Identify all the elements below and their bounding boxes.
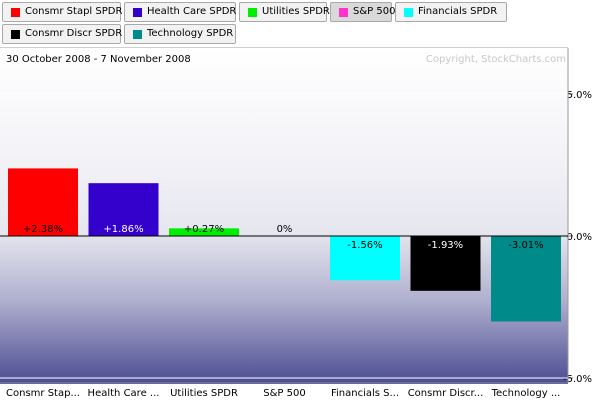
- legend-swatch: [11, 8, 20, 17]
- legend-tab[interactable]: S&P 500: [330, 2, 396, 22]
- legend-label: S&P 500: [353, 6, 396, 17]
- x-tick-label: Utilities SPDR: [170, 388, 238, 399]
- y-tick-label: 5.0%: [567, 90, 592, 101]
- x-tick-label: Health Care ...: [88, 388, 160, 399]
- x-tick-label: Consmr Discr...: [408, 388, 484, 399]
- data-label: +2.38%: [23, 224, 63, 235]
- data-label: 0%: [277, 224, 293, 235]
- date-range-title: 30 October 2008 - 7 November 2008: [6, 54, 191, 65]
- legend-swatch: [339, 8, 348, 17]
- legend-swatch: [248, 8, 257, 17]
- legend-swatch: [11, 30, 20, 39]
- legend-label: Technology SPDR: [147, 28, 234, 39]
- data-label: -3.01%: [508, 240, 543, 251]
- x-tick-label: S&P 500: [263, 388, 305, 399]
- legend-swatch: [404, 8, 413, 17]
- legend-label: Utilities SPDR: [262, 6, 330, 17]
- data-label: +1.86%: [103, 224, 143, 235]
- y-tick-label: -5.0%: [563, 374, 592, 385]
- bar: [169, 228, 239, 236]
- data-label: -1.56%: [347, 240, 382, 251]
- x-tick-label: Technology ...: [491, 388, 561, 399]
- copyright-note: Copyright, StockCharts.com: [425, 54, 566, 65]
- bar: [410, 236, 481, 291]
- bar: [8, 168, 78, 236]
- legend-label: Consmr Discr SPDR: [25, 28, 123, 39]
- legend-tabs: Consmr Stapl SPDR Health Care SPDR Utiliti…: [0, 0, 593, 46]
- legend-tab[interactable]: Utilities SPDR: [239, 2, 330, 22]
- bar: [491, 236, 561, 322]
- legend-tab[interactable]: Consmr Stapl SPDR: [2, 2, 123, 22]
- legend-swatch: [133, 8, 142, 17]
- data-label: -1.93%: [428, 240, 463, 251]
- legend-tab[interactable]: Technology SPDR: [124, 24, 236, 44]
- legend-label: Financials SPDR: [418, 6, 498, 17]
- x-tick-label: Financials S...: [331, 388, 399, 399]
- bar: [330, 236, 400, 281]
- y-tick-label: 0.0%: [567, 232, 592, 243]
- legend-label: Consmr Stapl SPDR: [25, 6, 123, 17]
- legend-swatch: [133, 30, 142, 39]
- x-tick-label: Consmr Stap...: [6, 388, 80, 399]
- data-label: +0.27%: [184, 224, 224, 235]
- bar: [88, 183, 159, 236]
- legend-tab[interactable]: Health Care SPDR: [124, 2, 236, 22]
- legend-tab[interactable]: Financials SPDR: [395, 2, 507, 22]
- legend-label: Health Care SPDR: [147, 6, 237, 17]
- legend-tab[interactable]: Consmr Discr SPDR: [2, 24, 123, 44]
